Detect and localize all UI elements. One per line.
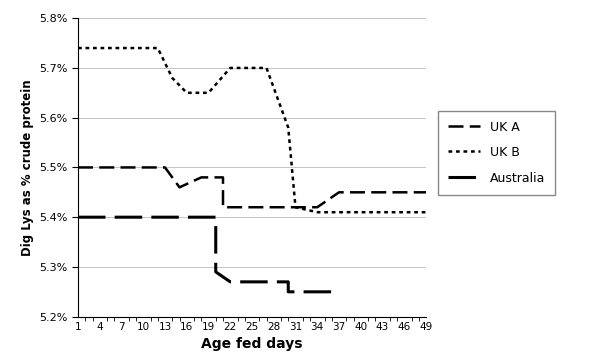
X-axis label: Age fed days: Age fed days <box>201 337 303 351</box>
Legend: UK A, UK B, Australia: UK A, UK B, Australia <box>438 111 555 195</box>
Y-axis label: Dig Lys as % crude protein: Dig Lys as % crude protein <box>20 79 34 256</box>
